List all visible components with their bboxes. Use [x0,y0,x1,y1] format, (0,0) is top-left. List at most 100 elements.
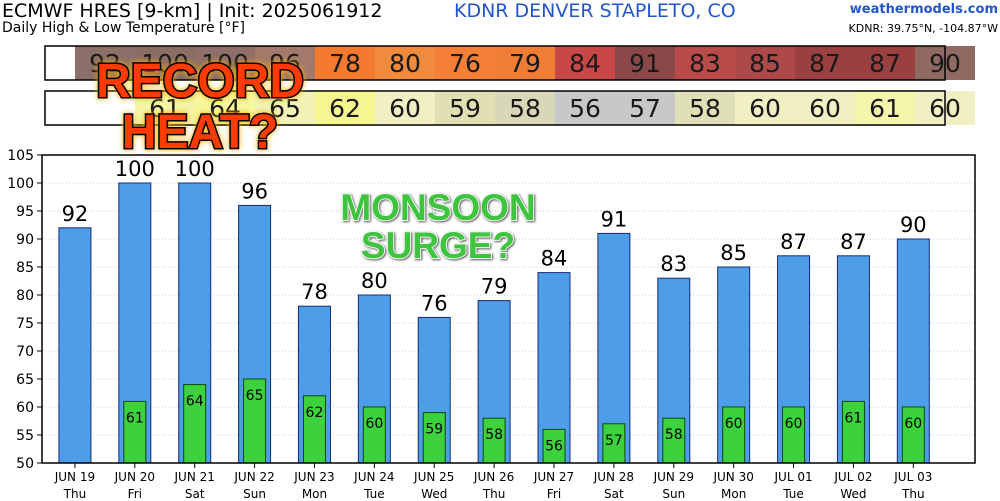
low-value-label: 60 [785,416,803,432]
station-name: KDNR DENVER STAPLETO, CO [454,0,736,22]
high-value-label: 87 [840,230,867,254]
chart-title: ECMWF HRES [9-km] | Init: 2025061912 [2,0,383,22]
low-strip-cell [375,91,435,125]
high-strip-cell [435,46,495,80]
low-strip-cell [855,91,915,125]
high-strip-value: 100 [141,49,189,78]
low-strip-value: 64 [209,94,241,123]
x-tick-label: JUL 03 [893,470,932,484]
x-day-label: Thu [901,487,925,501]
low-strip-value: 65 [269,94,301,123]
high-strip-value: 79 [509,49,541,78]
low-strip-value: 62 [329,94,361,123]
x-tick-label: JUN 26 [473,470,514,484]
high-value-label: 100 [115,157,155,181]
x-day-label: Tue [782,487,804,501]
high-strip-value: 87 [869,49,901,78]
high-strip-cell [195,46,255,80]
y-tick-label: 100 [7,176,34,192]
high-strip-cell [555,46,615,80]
low-strip-cell [735,91,795,125]
high-strip-cell [675,46,735,80]
high-value-label: 87 [780,230,807,254]
x-day-label: Mon [302,487,327,501]
plot-border [41,154,976,464]
low-value-label: 60 [725,416,743,432]
high-value-label: 91 [601,207,628,231]
x-tick-label: JUN 25 [413,470,454,484]
x-day-label: Wed [840,487,866,501]
high-strip-value: 80 [389,49,421,78]
high-value-label: 84 [541,247,568,271]
high-strip-cell [255,46,315,80]
high-value-label: 78 [301,280,328,304]
x-tick-label: JUN 23 [293,470,334,484]
low-value-label: 58 [665,427,683,443]
low-value-label: 61 [126,410,144,426]
high-strip-border [44,45,946,81]
low-value-label: 60 [365,416,383,432]
x-day-label: Fri [547,487,561,501]
high-strip-value: 83 [689,49,721,78]
x-day-label: Fri [128,487,142,501]
x-day-label: Thu [63,487,87,501]
high-strip-cell [135,46,195,80]
x-tick-label: JUN 27 [533,470,574,484]
high-value-label: 85 [720,241,747,265]
high-strip-value: 84 [569,49,601,78]
high-strip-cell [735,46,795,80]
high-strip-value: 87 [809,49,841,78]
low-strip-value: 57 [629,94,661,123]
x-day-label: Mon [721,487,746,501]
x-tick-label: JUN 19 [54,470,95,484]
low-value-label: 60 [904,416,922,432]
high-strip-cell [495,46,555,80]
x-tick-label: JUN 21 [174,470,215,484]
low-strip-cell [615,91,675,125]
low-strip-value: 58 [509,94,541,123]
x-tick-label: JUL 02 [833,470,872,484]
high-value-label: 76 [421,291,448,315]
low-strip-value: 58 [689,94,721,123]
x-day-label: Sun [662,487,685,501]
y-tick-label: 90 [16,232,34,248]
high-value-label: 90 [900,213,927,237]
monsoon-annotation: MONSOON [340,187,535,228]
x-day-label: Wed [421,487,447,501]
x-tick-label: JUN 28 [593,470,634,484]
y-tick-label: 95 [16,204,34,220]
low-value-label: 65 [246,388,264,404]
low-bar [422,412,446,464]
x-day-label: Thu [482,487,506,501]
high-strip-value: 96 [269,49,301,78]
y-tick-label: 50 [16,456,34,472]
low-strip-cell [195,91,255,125]
low-value-label: 57 [605,433,623,449]
high-value-label: 83 [660,252,687,276]
low-strip-cell [135,91,195,125]
low-strip-cell [495,91,555,125]
chart-subtitle: Daily High & Low Temperature [°F] [2,20,245,36]
record-heat-annotation: HEAT? [122,106,278,159]
high-value-label: 80 [361,269,388,293]
low-strip-value: 61 [869,94,901,123]
brand-link[interactable]: weathermodels.com [849,2,998,17]
low-strip-value: 56 [569,94,601,123]
low-value-label: 64 [186,394,204,410]
x-tick-label: JUN 20 [114,470,155,484]
high-strip-cell [855,46,915,80]
x-day-label: Sat [185,487,205,501]
low-strip-cell [255,91,315,125]
high-strip-cell [795,46,855,80]
low-value-label: 59 [425,422,443,438]
low-strip-cell [795,91,855,125]
y-tick-label: 55 [16,428,34,444]
x-tick-label: JUN 24 [353,470,394,484]
y-tick-label: 65 [16,372,34,388]
high-strip-cell [315,46,375,80]
x-tick-label: JUN 29 [653,470,694,484]
y-tick-label: 105 [7,148,34,164]
low-strip-cell [675,91,735,125]
station-coords: KDNR: 39.75°N, -104.87°W [848,22,998,35]
